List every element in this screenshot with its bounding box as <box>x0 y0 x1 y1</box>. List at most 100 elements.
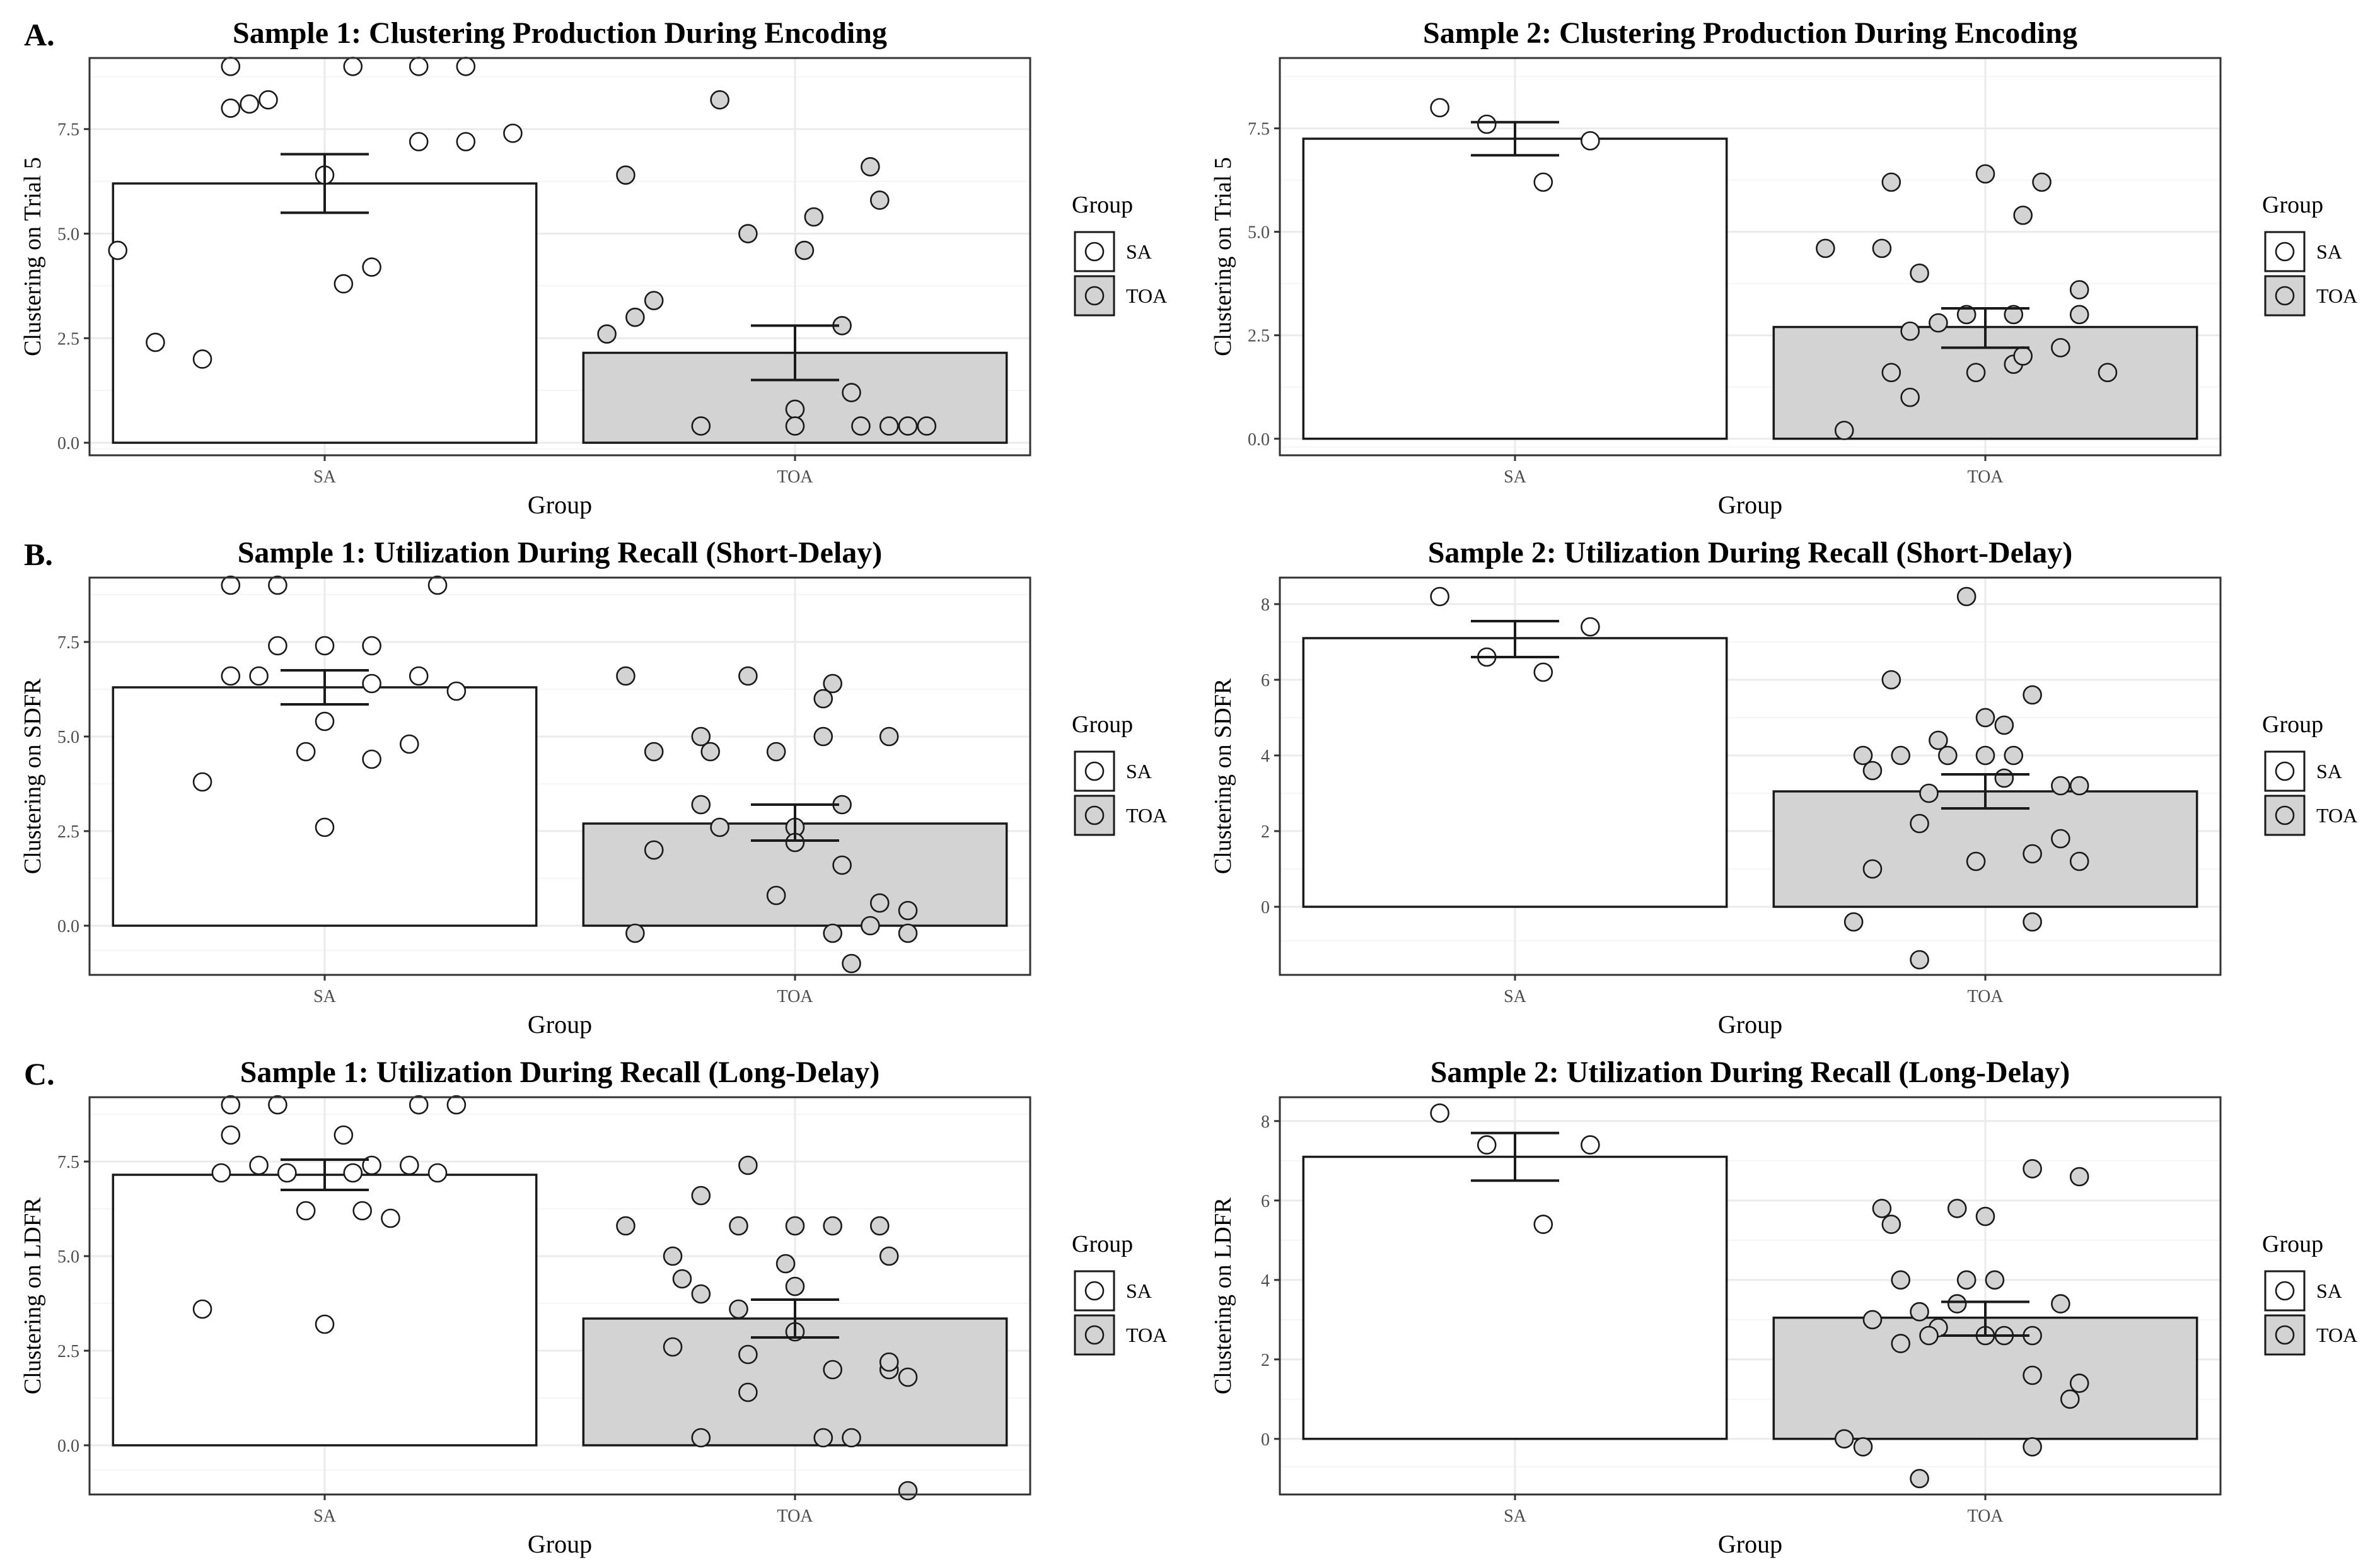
data-point-sa <box>258 90 278 110</box>
data-point-toa <box>691 1284 711 1304</box>
data-point-toa <box>775 1254 796 1274</box>
data-point-sa <box>409 1095 429 1115</box>
chart-panel-4: 0 2 4 6 8 SA TOA Group Clustering on SDFR Sample … <box>1210 536 2357 1039</box>
chart-title: Sample 1: Utilization During Recall (Lon… <box>240 1056 880 1089</box>
error-bar-toa <box>751 324 839 382</box>
legend-marker-sa <box>1084 761 1105 781</box>
data-point-toa <box>898 1481 918 1501</box>
y-tick-label: 6 <box>1261 671 1270 690</box>
data-point-toa <box>1834 421 1854 440</box>
data-point-toa <box>710 817 729 837</box>
data-point-toa <box>2069 1373 2089 1393</box>
legend: Group SA TOA <box>1072 1231 1167 1356</box>
data-point-toa <box>1853 745 1873 766</box>
x-tick-label: SA <box>1504 1506 1527 1526</box>
legend-marker-sa <box>2275 242 2295 262</box>
legend-title: Group <box>1072 711 1133 738</box>
legend: Group SA TOA <box>2262 1231 2357 1356</box>
x-axis-title: Group <box>1718 491 1782 519</box>
legend-label-sa: SA <box>1126 240 1152 263</box>
data-point-toa <box>898 900 918 921</box>
bar-sa <box>112 182 538 444</box>
data-point-toa <box>2069 851 2089 871</box>
data-point-toa <box>2023 1159 2042 1179</box>
data-point-toa <box>1891 745 1911 766</box>
legend-marker-sa <box>1084 1281 1105 1301</box>
data-point-sa <box>1430 1103 1449 1123</box>
data-point-sa <box>221 575 241 595</box>
error-bar-sa <box>1471 620 1559 658</box>
y-tick-label: 0.0 <box>57 434 79 453</box>
data-point-sa <box>362 673 381 694</box>
row-label-a: A. <box>24 17 55 52</box>
x-tick-label: SA <box>313 1506 337 1526</box>
data-point-toa <box>738 1155 758 1175</box>
data-point-toa <box>879 416 899 436</box>
data-point-toa <box>766 742 786 762</box>
data-point-sa <box>1581 617 1600 637</box>
x-tick-label: SA <box>313 467 337 487</box>
data-point-toa <box>898 1367 918 1387</box>
data-point-toa <box>1872 238 1892 259</box>
data-point-toa <box>625 923 645 943</box>
data-point-toa <box>842 383 861 402</box>
legend-marker-sa <box>2275 1281 2295 1301</box>
data-point-toa <box>1929 313 1948 333</box>
data-point-toa <box>1843 912 1864 932</box>
panel-border <box>1279 57 2222 457</box>
data-point-toa <box>1881 172 1901 192</box>
x-axis-title: Group <box>528 1530 592 1558</box>
y-tick-label: 8 <box>1261 595 1270 615</box>
panel-border <box>88 1096 1031 1496</box>
data-point-sa <box>446 681 467 701</box>
data-point-toa <box>1834 1429 1854 1449</box>
data-point-sa <box>268 636 287 656</box>
x-tick-label: TOA <box>777 467 813 487</box>
data-point-toa <box>1881 363 1901 383</box>
legend-label-toa: TOA <box>1126 804 1167 827</box>
data-point-sa <box>362 257 381 277</box>
data-point-sa <box>1533 662 1553 682</box>
data-point-sa <box>221 1095 241 1115</box>
data-point-toa <box>1956 1270 1977 1290</box>
data-point-toa <box>2051 829 2070 849</box>
data-point-toa <box>2051 776 2070 796</box>
data-point-sa <box>456 56 476 76</box>
data-point-sa <box>343 1163 363 1183</box>
data-point-toa <box>879 726 899 747</box>
y-tick-label: 7.5 <box>57 633 79 653</box>
data-point-toa <box>1881 1215 1901 1234</box>
data-point-toa <box>1975 164 1995 184</box>
legend-title: Group <box>1072 192 1133 218</box>
data-point-sa <box>362 749 381 769</box>
chart-panel-1: 0.0 2.5 5.0 7.5 SA TOA Group Clustering on Tria… <box>20 16 1167 519</box>
data-point-toa <box>1862 760 1883 781</box>
error-bar-sa <box>281 153 369 214</box>
data-point-sa <box>427 1163 448 1183</box>
data-point-sa <box>211 1163 231 1183</box>
chart-title: Sample 2: Utilization During Recall (Lon… <box>1431 1056 2070 1089</box>
legend-title: Group <box>2262 711 2323 738</box>
data-point-sa <box>334 1125 354 1145</box>
data-point-toa <box>766 885 786 906</box>
data-point-toa <box>861 157 880 177</box>
data-point-toa <box>644 742 664 762</box>
y-axis-title: Clustering on LDFR <box>20 1197 46 1394</box>
data-point-toa <box>869 190 890 210</box>
bar-sa <box>1302 137 1728 440</box>
data-point-toa <box>785 1216 805 1236</box>
data-point-toa <box>851 416 871 436</box>
legend-marker-sa <box>2275 761 2295 781</box>
data-point-toa <box>1994 715 2014 735</box>
data-point-sa <box>315 711 335 731</box>
data-point-sa <box>1477 114 1497 134</box>
y-tick-label: 2 <box>1261 822 1270 842</box>
y-tick-label: 4 <box>1261 747 1270 766</box>
data-point-toa <box>813 689 833 709</box>
data-point-toa <box>823 1216 842 1236</box>
chart-title: Sample 1: Utilization During Recall (Sho… <box>238 536 883 569</box>
data-point-toa <box>616 1216 636 1236</box>
data-point-toa <box>738 1344 758 1365</box>
data-point-toa <box>1910 813 1929 834</box>
legend-label-toa: TOA <box>1126 1324 1167 1346</box>
